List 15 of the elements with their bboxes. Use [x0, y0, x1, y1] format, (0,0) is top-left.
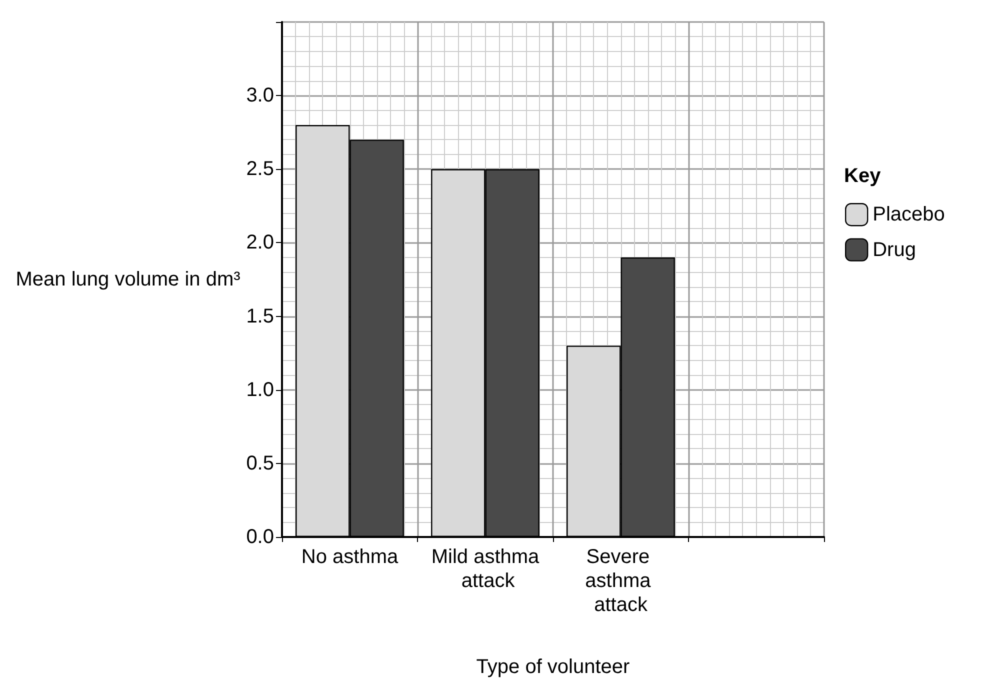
x-tick-label: Mild asthma attack — [431, 546, 540, 592]
legend-label: Drug — [872, 238, 916, 261]
y-tick-label: 2.5 — [246, 158, 274, 180]
legend-title: Key — [844, 165, 882, 187]
legend-label: Placebo — [872, 204, 945, 226]
y-tick-label: 3.0 — [246, 84, 274, 107]
x-axis-title: Type of volunteer — [476, 656, 630, 678]
y-axis-title: Mean lung volume in dm³ — [16, 268, 241, 290]
y-tick-label: 1.5 — [246, 305, 274, 328]
y-tick-label: 2.0 — [246, 232, 274, 254]
x-tick-label: No asthma — [301, 546, 399, 568]
y-tick-label: 0.0 — [246, 526, 274, 548]
y-tick-label: 0.5 — [246, 452, 274, 474]
x-tick-label: Severe asthma attack — [585, 546, 656, 616]
y-tick-label: 1.0 — [246, 378, 274, 401]
